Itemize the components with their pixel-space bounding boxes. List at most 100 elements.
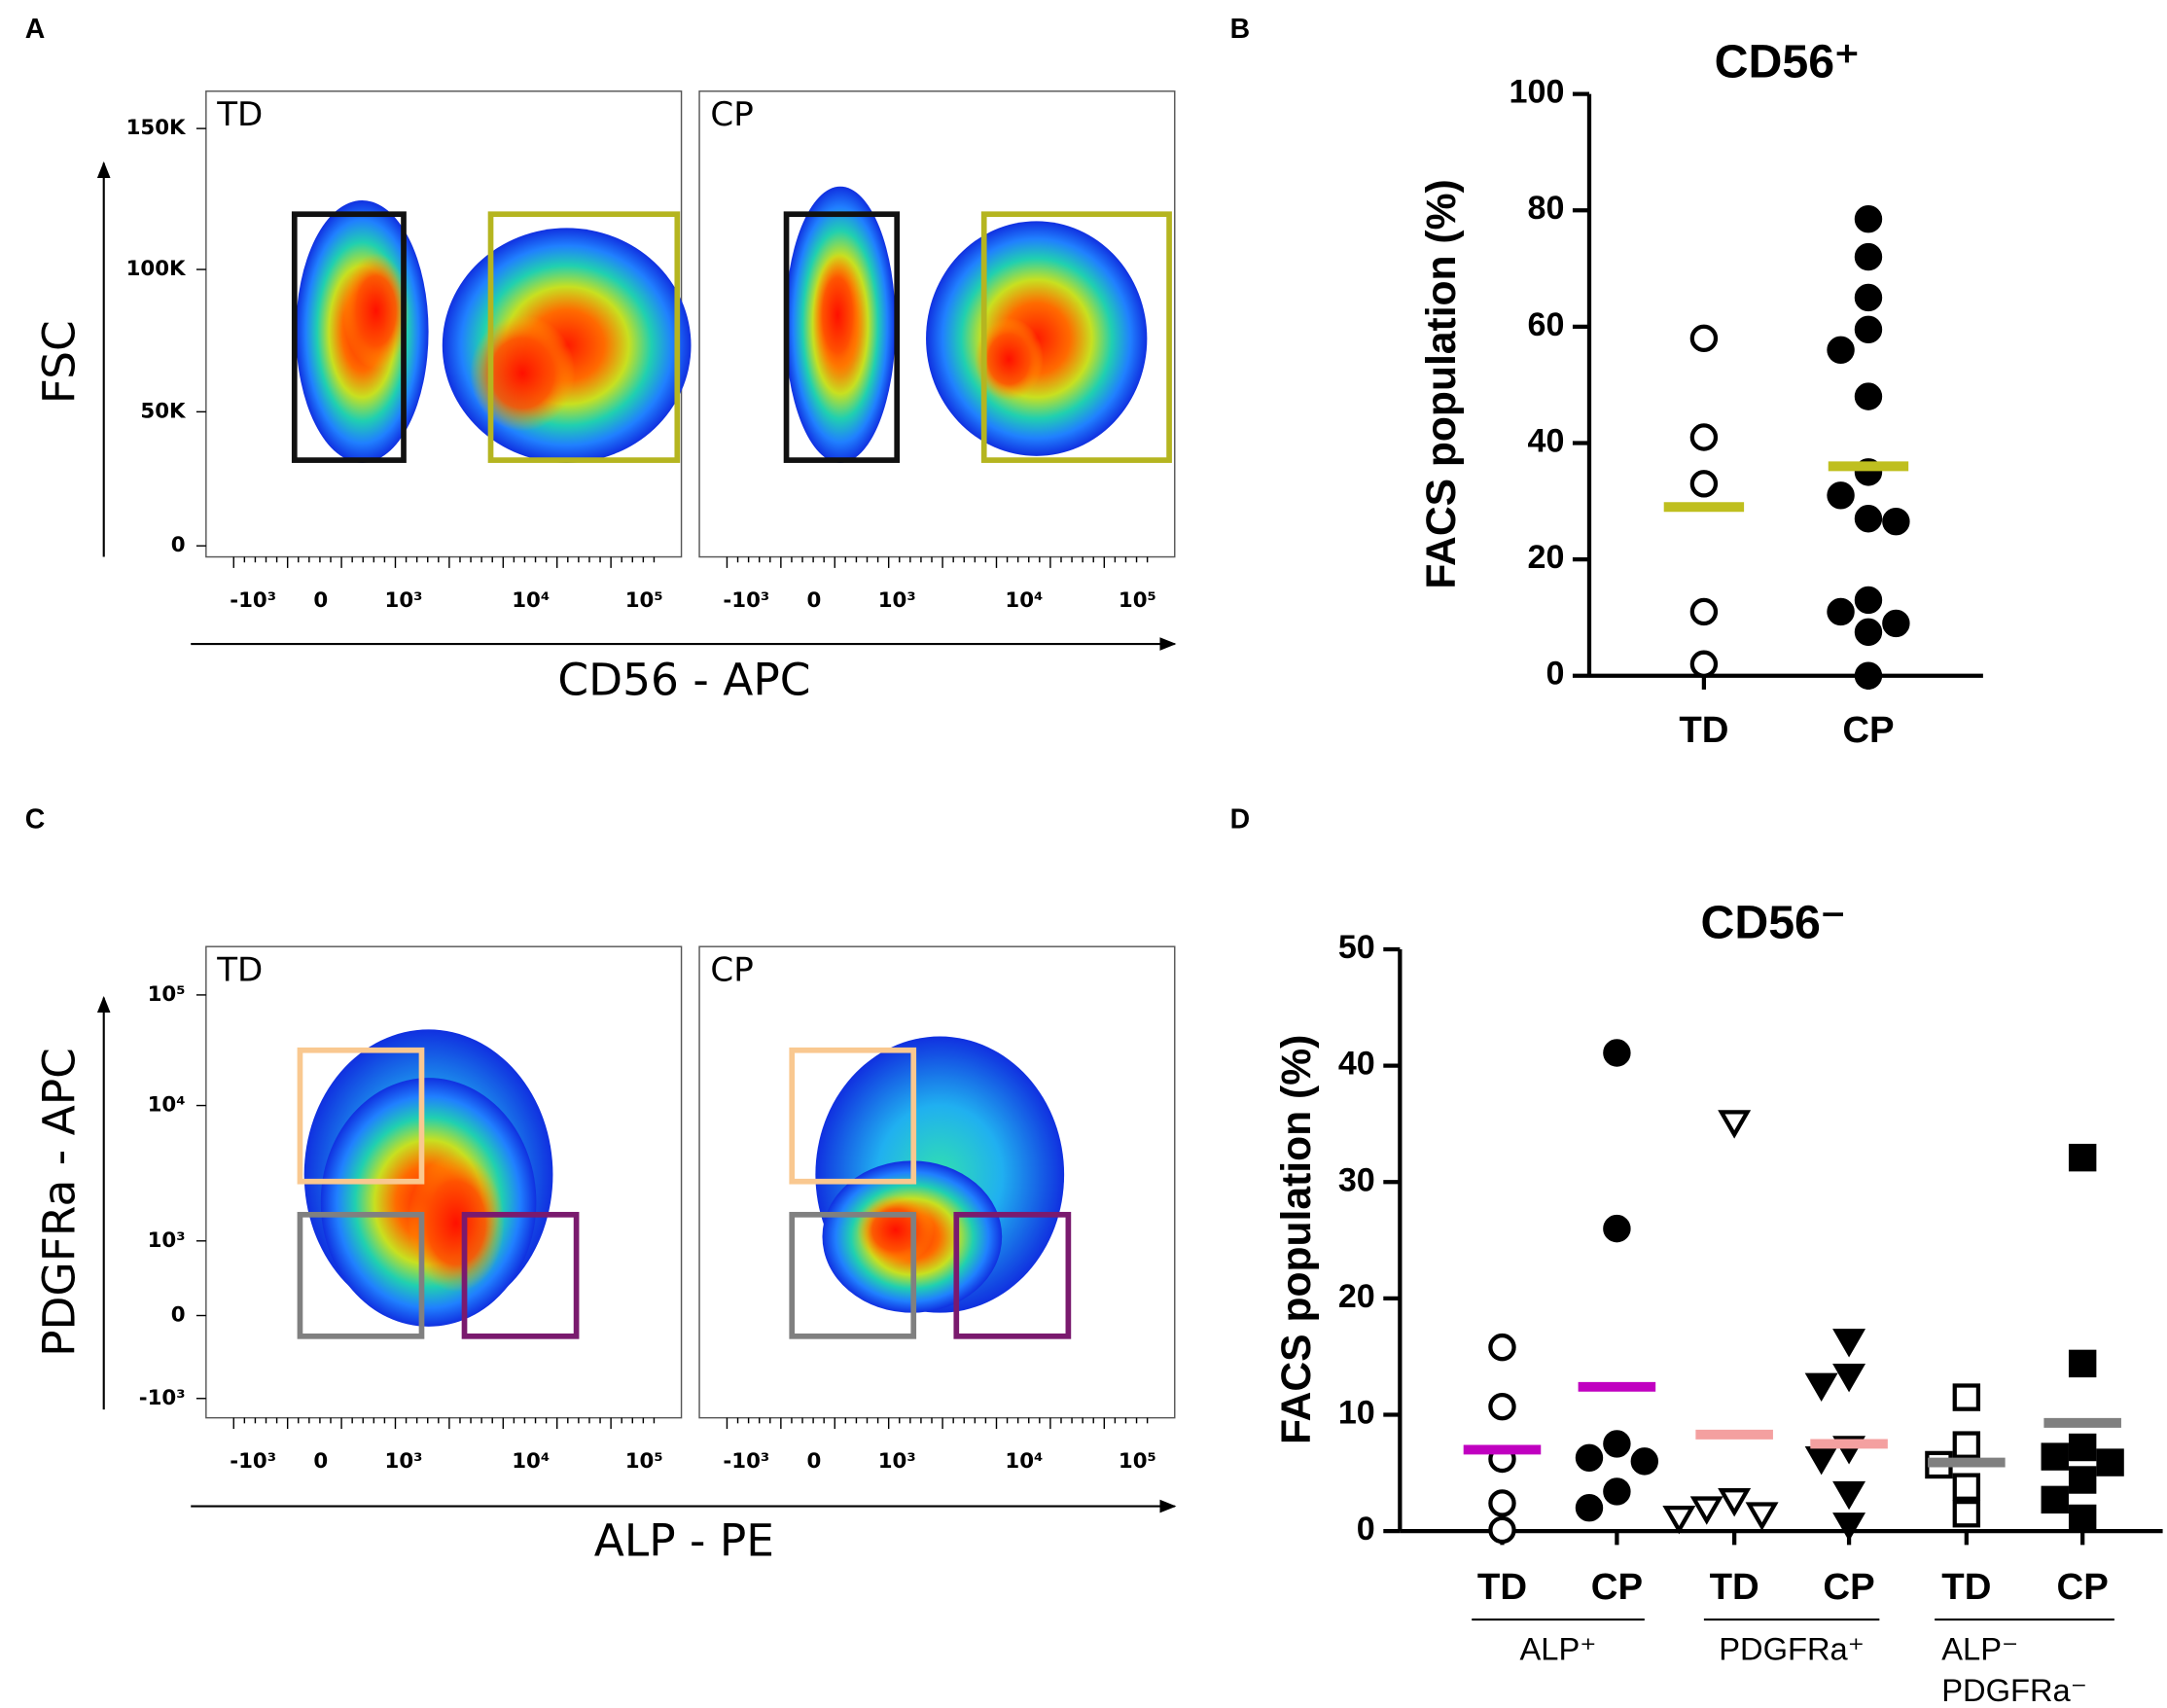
data-point [1630,1447,1659,1476]
data-point [1689,1496,1723,1525]
y-tick-label: 0 [1545,656,1564,693]
data-point [2068,1466,2097,1494]
data-point [2096,1448,2124,1477]
x-tick-label: -10³ [230,1449,276,1474]
data-point [1662,1506,1696,1535]
data-point [1832,1480,1866,1511]
x-axis-label: CD56 - APC [557,654,810,705]
data-point [1832,1329,1866,1358]
x-tick-label: CP [1842,709,1894,751]
plot-label: TD [216,950,263,989]
gate [789,1211,917,1339]
y-axis-label: PDGFRa - APC [34,1048,86,1357]
y-tick-label: 0 [171,533,186,557]
data-point [1488,1333,1516,1362]
group-label: PDGFRa⁺ [1719,1630,1865,1666]
data-point [2068,1143,2097,1172]
x-tick-label: TD [1477,1566,1527,1608]
x-tick-label: 10³ [385,1449,423,1474]
x-tick-label: TD [1679,709,1728,751]
x-tick-label: TD [1941,1566,1991,1608]
y-tick-label: 100K [126,257,187,281]
group-label: PDGFRa⁻ [1941,1672,2087,1708]
gate [487,211,681,463]
y-tick-label: 10⁵ [148,982,186,1007]
data-point [1952,1499,1981,1528]
data-point [2068,1504,2097,1533]
data-point [1854,661,1883,690]
data-point [1827,336,1855,364]
density-cloud [470,314,576,432]
x-tick-label: 10⁵ [1119,1449,1156,1474]
gate [297,1047,425,1185]
y-tick-label: 10⁴ [148,1093,186,1118]
data-point [1689,324,1719,353]
data-point [1603,1039,1631,1067]
data-point [1804,1445,1838,1476]
x-tick-label: -10³ [230,588,276,613]
panel-letter: A [25,14,46,45]
y-tick-label: 10 [1338,1395,1375,1432]
y-tick-label: 30 [1338,1161,1375,1198]
x-tick-label: -10³ [723,588,769,613]
data-point [1488,1489,1516,1517]
x-tick-label: 10³ [385,588,423,613]
gate [980,211,1172,463]
data-point [1854,382,1883,410]
data-point [1804,1372,1838,1402]
data-point [1718,1110,1752,1139]
x-tick-label: 10⁴ [512,588,550,613]
x-tick-label: 0 [313,1449,328,1474]
data-point [1603,1477,1631,1506]
x-tick-label: 0 [313,588,328,613]
y-axis-label: FSC [34,320,86,404]
data-point [2068,1349,2097,1378]
plot-label: CP [710,950,753,989]
y-tick-label: 0 [171,1303,186,1328]
x-tick-label: 10⁵ [625,1449,663,1474]
x-tick-label: 10³ [878,1449,916,1474]
y-tick-label: 40 [1338,1046,1375,1083]
data-point [1575,1494,1604,1522]
x-axis-label: ALP - PE [594,1514,774,1566]
y-axis-label: FACS population (%) [1273,1035,1320,1444]
x-tick-label: -10³ [723,1449,769,1474]
gate [783,211,901,463]
data-point [1854,618,1883,647]
density-cloud [408,1154,505,1293]
data-point [1882,609,1910,638]
data-point [1689,423,1719,451]
y-tick-label: 0 [1357,1511,1375,1548]
data-point [1854,204,1883,233]
y-tick-label: 50 [1338,929,1375,966]
x-tick-label: 10⁴ [512,1449,550,1474]
data-point [2041,1442,2069,1471]
data-point [1718,1488,1752,1517]
y-tick-label: 80 [1528,190,1565,227]
density-cloud [812,252,863,377]
data-point [1832,1512,1866,1542]
data-point [1488,1515,1516,1545]
x-tick-label: 0 [807,588,822,613]
y-tick-label: 100 [1510,74,1565,111]
data-point [1882,508,1910,536]
data-point [1689,597,1719,626]
group-label: ALP⁻ [1941,1630,2018,1666]
y-tick-label: 50K [140,399,187,423]
data-point [1854,283,1883,312]
data-point [1952,1473,1981,1501]
density-cloud [974,317,1044,402]
data-point [1689,470,1719,498]
data-point [2068,1433,2097,1462]
data-point [1745,1502,1779,1531]
gate [291,211,407,463]
y-tick-label: -10³ [139,1386,186,1410]
x-tick-label: CP [2057,1566,2109,1608]
data-point [1854,242,1883,271]
data-point [1854,505,1883,533]
data-point [1952,1431,1981,1459]
y-tick-label: 40 [1528,422,1565,459]
data-point [1689,650,1719,678]
y-tick-label: 60 [1528,306,1565,343]
